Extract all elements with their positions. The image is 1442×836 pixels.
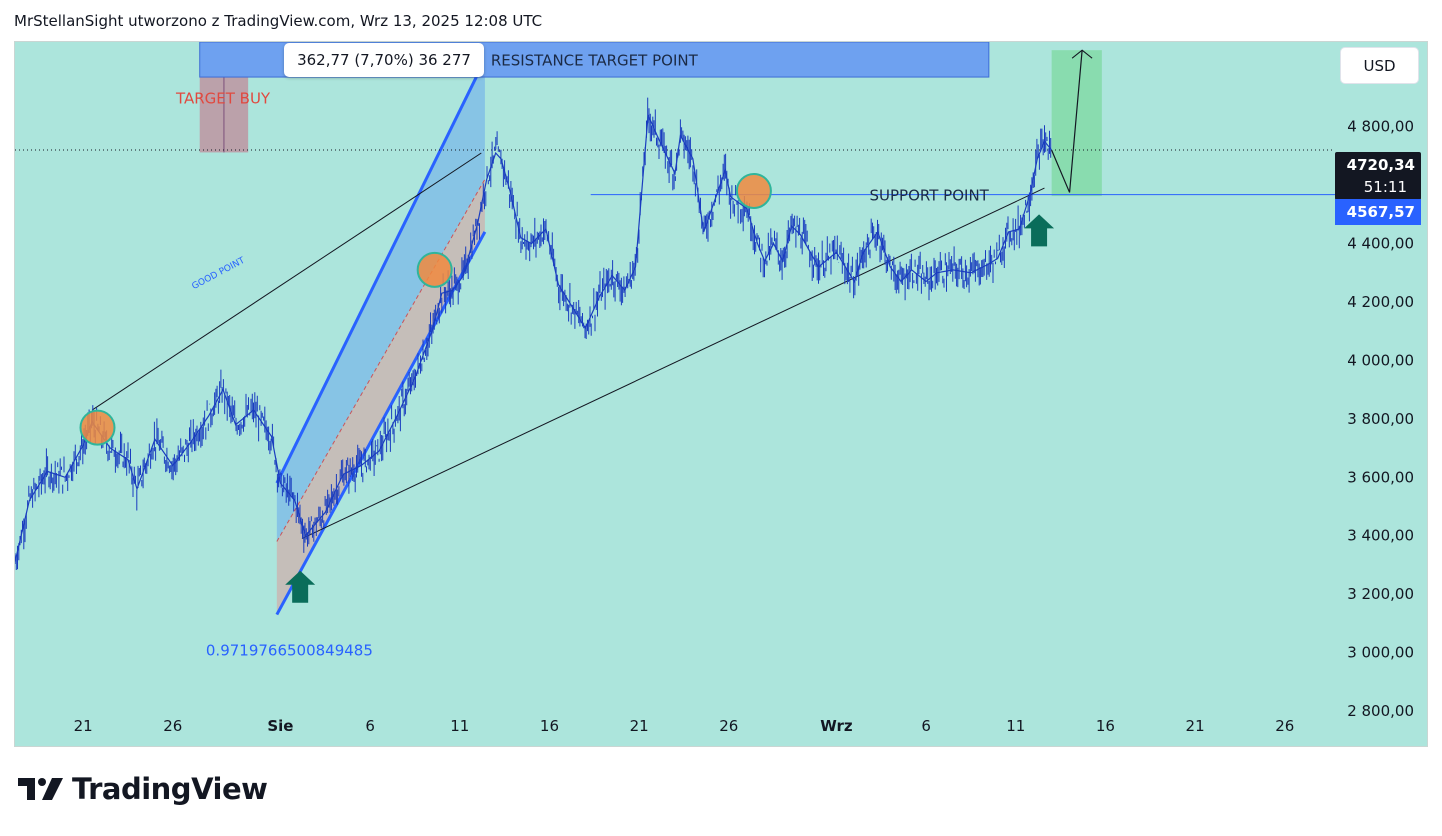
highlight-circle-2 [416,251,453,288]
channel-upper-band [276,59,485,542]
y-tick-label: 3 000,00 [1347,644,1414,662]
current-price-value: 4720,34 [1346,156,1415,174]
projection-path [1051,50,1083,193]
target-profit-zone [1051,50,1102,197]
tradingview-logo-icon [18,778,63,800]
highlight-circle-1 [79,409,116,446]
buy-arrow-2 [1024,214,1055,247]
y-tick-label: 4 200,00 [1347,293,1414,311]
x-tick-label: 26 [719,717,738,735]
y-tick-label: 4 400,00 [1347,235,1414,253]
x-tick-label: 26 [1275,717,1294,735]
resistance-label: RESISTANCE TARGET POINT [491,52,699,70]
chart-panel[interactable] [14,41,1428,747]
x-tick-label: 21 [630,717,649,735]
price-candles [15,97,1052,570]
x-tick-label: 21 [74,717,93,735]
y-tick-label: 3 800,00 [1347,410,1414,428]
buy-arrow-1 [285,570,316,603]
rising-trendline [301,187,1045,540]
y-tick-label: 2 800,00 [1347,702,1414,720]
x-tick-label: Sie [267,717,293,735]
chart-attribution: MrStellanSight utworzono z TradingView.c… [14,12,543,30]
support-price-badge: 4567,57 [1335,199,1421,225]
currency-button[interactable]: USD [1340,47,1419,84]
candle-countdown: 51:11 [1363,178,1407,196]
x-tick-label: 11 [1006,717,1025,735]
good-point-label: GOOD POINT [190,256,247,292]
x-tick-label: 21 [1186,717,1205,735]
x-tick-label: 16 [540,717,559,735]
y-tick-label: 3 200,00 [1347,585,1414,603]
measure-tooltip: 362,77 (7,70%) 36 277 [284,43,484,77]
x-tick-label: 16 [1096,717,1115,735]
tradingview-logo[interactable]: TradingView [18,772,268,806]
channel-upper-line [275,58,487,484]
y-tick-label: 4 800,00 [1347,118,1414,136]
channel-lower-band [276,179,485,615]
projection-arrowhead [1071,49,1093,59]
y-tick-label: 3 400,00 [1347,527,1414,545]
good-point-trendline [91,152,482,411]
y-tick-label: 4 000,00 [1347,351,1414,369]
x-tick-label: 26 [163,717,182,735]
target-buy-label: TARGET BUY [175,89,271,107]
current-price-badge: 4720,34 51:11 [1335,152,1421,200]
x-tick-label: 6 [365,717,375,735]
y-tick-label: 3 600,00 [1347,468,1414,486]
tradingview-logo-text: TradingView [72,772,268,806]
x-tick-label: 6 [921,717,931,735]
fib-value-label: 0.9719766500849485 [206,641,373,659]
x-tick-label: 11 [450,717,469,735]
price-series-line [15,114,1053,563]
highlight-circle-3 [735,172,772,209]
x-tick-label: Wrz [820,717,853,735]
support-label: SUPPORT POINT [870,187,990,205]
